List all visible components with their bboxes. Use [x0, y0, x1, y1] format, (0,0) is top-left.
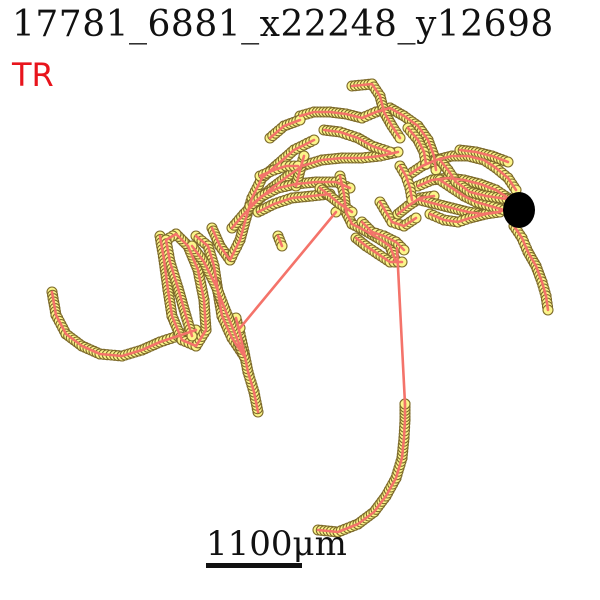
track-line [322, 128, 392, 154]
track-line [398, 164, 414, 202]
scale-bar [206, 563, 302, 568]
track-line [458, 148, 510, 164]
track-label: TR [12, 56, 54, 94]
track-line [50, 290, 198, 358]
track-line [438, 158, 516, 202]
black-disc-icon [503, 192, 535, 228]
track-line [354, 236, 404, 264]
track-line [318, 186, 354, 214]
track-line [428, 210, 502, 224]
track-line [350, 82, 402, 140]
figure-title: 17781_6881_x22248_y12698 [12, 4, 554, 45]
track-line [234, 316, 260, 414]
track-line [268, 118, 302, 140]
track-line [238, 210, 338, 330]
track-line [360, 220, 406, 252]
track-line [378, 200, 418, 228]
track-line [258, 164, 300, 178]
track-line [338, 174, 398, 264]
track-line [294, 154, 306, 188]
track-line [396, 194, 436, 216]
line-layer [50, 82, 550, 534]
track-line [276, 234, 284, 248]
track-line [395, 246, 407, 406]
track-line [438, 178, 506, 212]
track-line [256, 192, 332, 214]
track-line [406, 126, 428, 166]
track-line [512, 224, 550, 312]
track-line [316, 402, 407, 534]
track-line [158, 232, 208, 348]
scale-bar-label: 1100μm [206, 524, 347, 564]
track-line [190, 234, 246, 358]
